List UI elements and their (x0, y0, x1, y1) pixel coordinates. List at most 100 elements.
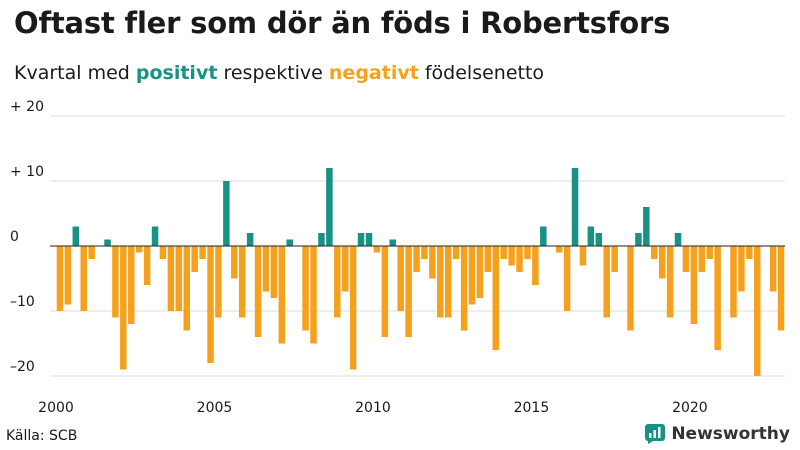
bar-negative (231, 246, 238, 279)
bar-positive (571, 168, 579, 246)
bar-negative (563, 246, 571, 311)
bar-positive (540, 226, 547, 246)
bar-negative (738, 246, 745, 292)
y-tick-label: + 10 (10, 164, 44, 180)
bar-negative (706, 246, 713, 259)
bar-negative (341, 246, 349, 292)
bar-negative (143, 246, 151, 285)
bar-negative (500, 246, 507, 259)
bar-negative (310, 246, 317, 344)
bar-negative (452, 246, 460, 259)
bar-negative (429, 246, 436, 279)
bar-negative (754, 246, 761, 376)
bar-negative (532, 246, 539, 285)
bar-negative (405, 246, 412, 337)
source-label: Källa: SCB (6, 428, 78, 444)
bar-positive (72, 226, 80, 246)
bar-negative (175, 246, 183, 311)
bar-negative (64, 246, 72, 305)
bar-negative (476, 246, 484, 298)
x-tick-label: 2005 (197, 400, 233, 416)
bar-negative (199, 246, 206, 259)
bar-positive (365, 233, 373, 246)
subtitle-negative-word: negativt (328, 62, 419, 84)
bar-negative (191, 246, 198, 272)
bar-positive (286, 239, 294, 246)
bar-negative (658, 246, 666, 279)
y-tick-label: 0 (10, 229, 19, 245)
bar-negative (278, 246, 286, 344)
bar-negative (460, 246, 468, 331)
bar-negative (421, 246, 428, 259)
bar-positive (151, 226, 159, 246)
chart-title: Oftast fler som dör än föds i Robertsfor… (14, 6, 671, 40)
bar-negative (651, 246, 658, 259)
bar-negative (413, 246, 420, 272)
x-tick-label: 2015 (514, 400, 550, 416)
bar-negative (270, 246, 278, 298)
bar-negative (397, 246, 404, 311)
bar-negative (381, 246, 389, 337)
bar-negative (112, 246, 119, 318)
bar-negative (334, 246, 341, 318)
bar-negative (714, 246, 721, 350)
bar-negative (183, 246, 190, 331)
bar-negative (254, 246, 262, 337)
bar-negative (524, 246, 531, 259)
y-tick-label: + 20 (10, 99, 44, 115)
bar-positive (246, 233, 254, 246)
bar-negative (611, 246, 618, 272)
bar-negative (207, 246, 214, 363)
bar-negative (769, 246, 777, 292)
bar-negative (373, 246, 381, 253)
bar-negative (698, 246, 706, 272)
bar-negative (349, 246, 357, 370)
bar-negative (120, 246, 127, 370)
bar-negative (603, 246, 610, 318)
brand-name: Newsworthy (671, 424, 790, 444)
bar-negative (80, 246, 87, 311)
y-tick-label: –10 (10, 294, 35, 310)
bar-negative (128, 246, 135, 324)
subtitle-positive-word: positivt (135, 62, 218, 84)
bar-negative (508, 246, 515, 266)
x-tick-label: 2020 (672, 400, 708, 416)
bar-negative (167, 246, 175, 311)
bar-negative (88, 246, 95, 259)
bar-positive (635, 233, 642, 246)
bar-negative (627, 246, 634, 331)
bar-positive (595, 233, 603, 246)
bar-negative (238, 246, 246, 318)
bar-negative (484, 246, 492, 272)
bar-negative (492, 246, 500, 350)
bar-negative (682, 246, 690, 272)
subtitle-text-3: födelsenetto (418, 62, 545, 84)
bar-positive (674, 233, 682, 246)
bar-positive (318, 233, 325, 246)
bar-negative (262, 246, 270, 292)
bar-negative (468, 246, 476, 305)
bar-negative (302, 246, 309, 331)
bar-positive (587, 226, 595, 246)
bar-negative (215, 246, 222, 318)
chart-subtitle: Kvartal med positivt respektive negativt… (14, 62, 544, 84)
bar-negative (444, 246, 452, 318)
bar-negative (746, 246, 753, 259)
subtitle-text-1: Kvartal med (14, 62, 136, 84)
bar-positive (357, 233, 365, 246)
bar-negative (437, 246, 444, 318)
bar-negative (56, 246, 64, 311)
brand-logo: Newsworthy (645, 424, 790, 444)
y-tick-label: –20 (10, 359, 35, 375)
bar-negative (135, 246, 143, 253)
bar-negative (777, 246, 785, 331)
bar-negative (666, 246, 674, 318)
bar-negative (690, 246, 698, 324)
bar-negative (159, 246, 167, 259)
newsworthy-logo-icon (645, 424, 666, 444)
x-tick-label: 2010 (355, 400, 391, 416)
bar-negative (516, 246, 523, 272)
bar-positive (643, 207, 650, 246)
bar-negative (730, 246, 737, 318)
